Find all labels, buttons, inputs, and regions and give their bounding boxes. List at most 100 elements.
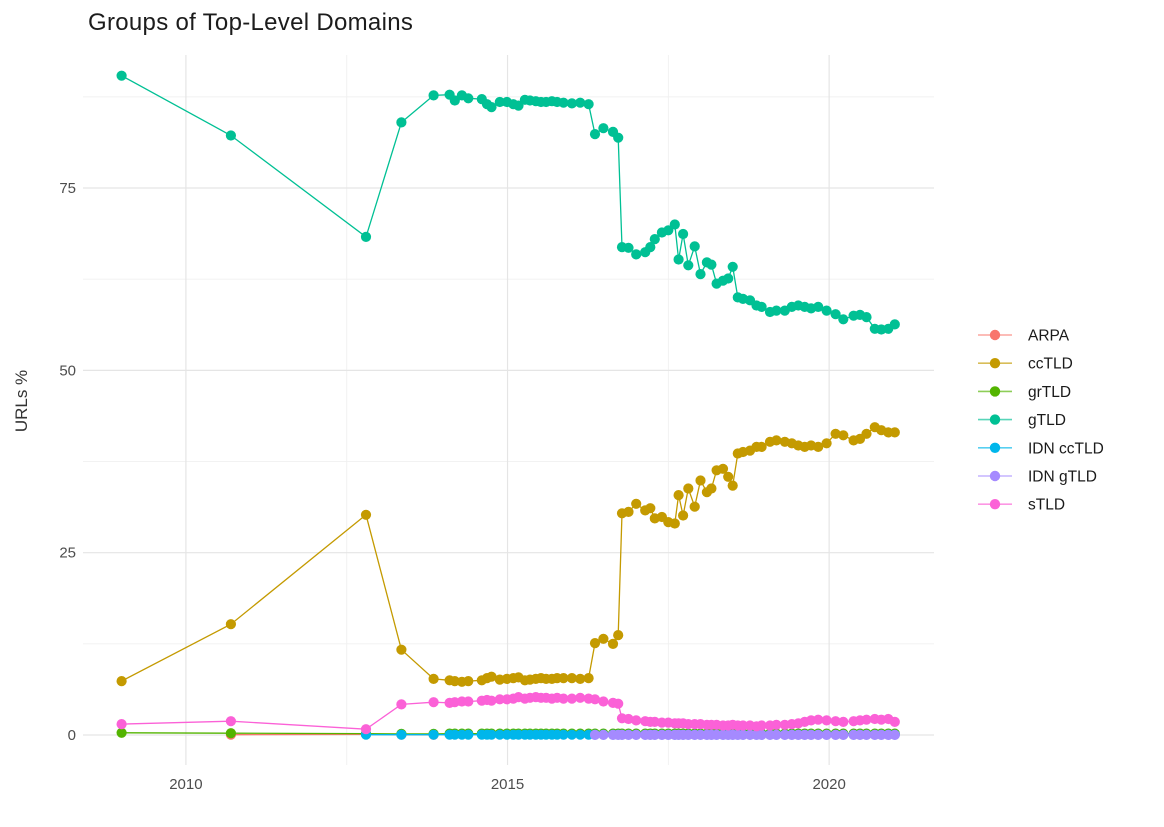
data-point — [683, 260, 694, 271]
data-point — [889, 427, 900, 438]
data-point — [463, 696, 474, 707]
data-point — [631, 249, 642, 260]
legend-key-dot — [989, 358, 1001, 369]
data-point — [771, 435, 782, 446]
legend-label: gTLD — [1028, 412, 1066, 429]
data-point — [428, 697, 439, 708]
data-point — [607, 638, 619, 650]
series-line — [121, 75, 896, 331]
data-point — [695, 475, 706, 486]
data-point — [225, 728, 236, 739]
data-point — [649, 729, 660, 741]
legend-item-cctld: ccTLD — [978, 356, 1073, 373]
data-point — [589, 638, 601, 649]
data-point — [813, 301, 824, 312]
data-point — [838, 716, 849, 728]
data-point — [558, 693, 569, 704]
legend-item-gtld: gTLD — [978, 412, 1066, 429]
data-point — [494, 96, 505, 108]
data-point — [116, 727, 127, 738]
series-idn-gtld — [589, 729, 900, 741]
data-point — [678, 510, 689, 521]
data-point — [631, 715, 642, 726]
legend: ARPA ccTLD grTLD gTLD IDN ccTLD IDN gTLD sTLD — [978, 328, 1104, 514]
data-point — [673, 254, 684, 265]
legend-key-dot — [989, 499, 1001, 510]
data-point — [838, 314, 849, 325]
legend-item-idn-cctld: IDN ccTLD — [978, 440, 1104, 457]
legend-label: ARPA — [1028, 328, 1070, 345]
grid-layer — [83, 55, 934, 765]
legend-item-arpa: ARPA — [978, 328, 1070, 345]
data-point — [771, 729, 782, 741]
legend-key-dot — [989, 442, 1001, 453]
data-point — [494, 729, 505, 740]
data-point — [116, 719, 127, 730]
data-point — [566, 729, 578, 740]
data-point — [631, 729, 642, 741]
data-point — [486, 102, 497, 113]
data-point — [838, 729, 849, 741]
data-point — [727, 261, 738, 272]
data-point — [396, 729, 407, 740]
data-point — [737, 720, 749, 731]
data-point — [486, 729, 497, 740]
data-point — [861, 729, 872, 741]
data-point — [428, 90, 439, 101]
data-point — [463, 676, 474, 687]
x-tick-label: 2020 — [812, 776, 845, 793]
data-point — [396, 117, 407, 128]
data-point — [669, 518, 680, 529]
data-point — [706, 259, 717, 270]
legend-label: ccTLD — [1028, 356, 1073, 373]
data-point — [737, 729, 749, 741]
chart-title: Groups of Top-Level Domains — [88, 9, 413, 36]
x-tick-label: 2015 — [491, 776, 524, 793]
data-point — [428, 673, 439, 685]
data-point — [861, 714, 872, 725]
legend-label: IDN ccTLD — [1028, 440, 1104, 457]
data-point — [225, 130, 236, 141]
data-point — [486, 671, 497, 682]
legend-key-dot — [989, 470, 1001, 482]
series-stld — [116, 692, 900, 735]
data-point — [116, 676, 127, 687]
data-point — [756, 720, 767, 731]
data-point — [683, 483, 694, 494]
data-point — [558, 97, 569, 108]
data-point — [116, 70, 127, 81]
data-point — [598, 633, 609, 644]
data-point — [645, 503, 656, 514]
y-tick-label: 50 — [59, 362, 76, 379]
data-point — [663, 225, 674, 236]
data-point — [598, 123, 609, 134]
legend-label: IDN gTLD — [1028, 469, 1097, 486]
data-point — [706, 483, 717, 494]
data-point — [575, 729, 586, 740]
data-point — [360, 231, 372, 242]
data-point — [821, 729, 832, 741]
data-point — [360, 724, 372, 735]
data-point — [589, 694, 601, 705]
data-point — [575, 97, 586, 108]
legend-item-idn-gtld: IDN gTLD — [978, 469, 1097, 486]
legend-item-grtld: grTLD — [978, 384, 1071, 401]
legend-key-dot — [989, 414, 1001, 425]
data-point — [494, 694, 505, 705]
data-point — [589, 729, 601, 741]
legend-label: grTLD — [1028, 384, 1071, 401]
x-tick-label: 2010 — [169, 776, 202, 793]
data-point — [678, 228, 689, 240]
data-point — [756, 729, 767, 741]
data-point — [821, 715, 832, 726]
data-point — [813, 714, 824, 725]
y-axis-title: URLs % — [12, 370, 31, 432]
data-point — [623, 242, 634, 253]
data-point — [575, 692, 586, 703]
data-point — [575, 673, 586, 685]
data-point — [689, 241, 700, 252]
data-point — [566, 693, 578, 704]
data-point — [558, 729, 569, 740]
data-point — [806, 729, 817, 741]
data-point — [360, 509, 372, 520]
